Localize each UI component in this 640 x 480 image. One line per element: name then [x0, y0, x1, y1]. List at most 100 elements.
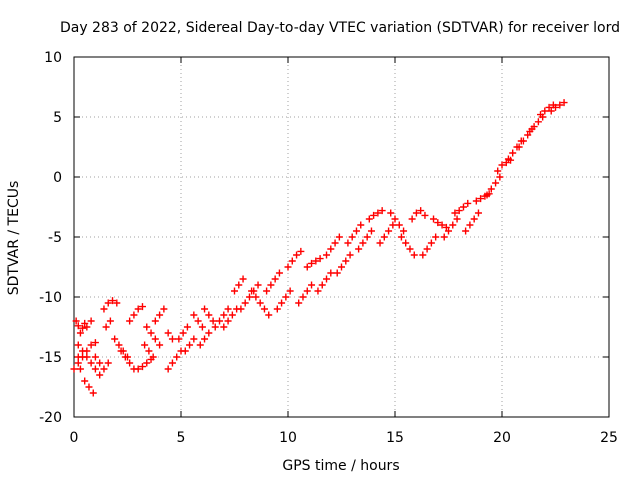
data-point — [299, 293, 307, 301]
data-point — [175, 335, 183, 343]
data-point — [427, 239, 435, 247]
data-point — [338, 263, 345, 271]
data-point — [293, 251, 301, 259]
data-point — [76, 329, 84, 337]
data-point — [451, 209, 459, 217]
data-point — [201, 305, 209, 313]
data-point — [220, 311, 228, 319]
data-point — [100, 305, 108, 313]
data-point — [359, 239, 367, 247]
data-point — [455, 207, 463, 215]
data-point — [524, 131, 532, 139]
data-point — [275, 269, 283, 277]
data-point — [408, 215, 416, 223]
data-point — [201, 335, 209, 343]
data-point — [121, 353, 129, 361]
data-point — [168, 335, 176, 343]
data-point — [138, 363, 146, 371]
data-point — [395, 221, 403, 229]
data-point — [111, 335, 119, 343]
data-point — [472, 197, 480, 205]
data-point — [79, 324, 87, 332]
data-point — [314, 287, 322, 295]
data-point — [183, 323, 191, 331]
data-point — [537, 111, 545, 119]
data-point — [196, 341, 204, 349]
data-point — [143, 359, 151, 367]
data-point — [303, 263, 311, 271]
data-point — [156, 341, 164, 349]
data-point — [74, 341, 82, 349]
data-point — [318, 281, 326, 289]
y-tick-label: -10 — [39, 290, 62, 306]
data-point — [402, 239, 410, 247]
data-point — [179, 329, 187, 337]
data-point — [331, 239, 339, 247]
data-point — [440, 233, 448, 241]
data-point — [288, 257, 296, 265]
data-point — [370, 211, 378, 219]
data-point — [355, 245, 363, 253]
data-point — [149, 353, 157, 361]
data-point — [260, 305, 268, 313]
data-point — [235, 281, 243, 289]
data-point — [87, 317, 95, 325]
data-point — [190, 335, 198, 343]
data-point — [365, 215, 373, 223]
data-point — [417, 207, 425, 215]
data-point — [380, 233, 388, 241]
data-point — [560, 99, 568, 107]
data-point — [74, 359, 82, 367]
data-point — [376, 239, 384, 247]
data-point — [104, 299, 112, 307]
data-point — [168, 359, 176, 367]
data-point — [363, 233, 371, 241]
data-point — [286, 287, 294, 295]
data-point — [502, 159, 510, 167]
data-point — [104, 359, 112, 367]
data-point — [91, 353, 99, 361]
data-point — [547, 107, 555, 115]
x-tick-label: 5 — [177, 430, 186, 446]
data-point — [70, 365, 78, 373]
data-point — [552, 103, 559, 111]
data-point — [102, 323, 110, 331]
data-point — [81, 319, 89, 327]
data-point — [156, 311, 164, 319]
data-point — [406, 245, 414, 253]
data-point — [87, 359, 95, 367]
data-point — [504, 155, 512, 163]
data-point — [498, 161, 506, 169]
data-point — [89, 389, 97, 397]
data-point — [308, 259, 316, 267]
data-point — [453, 215, 461, 223]
data-point — [143, 323, 151, 331]
data-point — [205, 311, 213, 319]
data-point — [164, 365, 172, 373]
y-tick-label: 5 — [53, 110, 62, 126]
data-point — [100, 365, 108, 373]
data-point — [198, 323, 206, 331]
data-point — [432, 233, 440, 241]
data-point — [117, 347, 125, 355]
data-point — [96, 359, 104, 367]
data-point — [509, 149, 517, 157]
data-point — [342, 257, 350, 265]
data-point — [367, 227, 375, 235]
data-point — [397, 233, 405, 241]
data-point — [344, 239, 352, 247]
data-point — [79, 347, 87, 355]
data-point — [81, 377, 89, 385]
data-point — [271, 275, 279, 283]
x-tick-label: 20 — [493, 430, 511, 446]
data-point — [545, 103, 553, 111]
data-point — [91, 365, 99, 373]
x-axis-label: GPS time / hours — [282, 458, 399, 474]
data-point — [419, 251, 427, 259]
data-point — [445, 227, 452, 235]
data-point — [312, 257, 320, 265]
data-point — [151, 335, 159, 343]
data-point — [138, 303, 146, 311]
data-point — [459, 203, 467, 211]
data-point — [220, 323, 228, 331]
